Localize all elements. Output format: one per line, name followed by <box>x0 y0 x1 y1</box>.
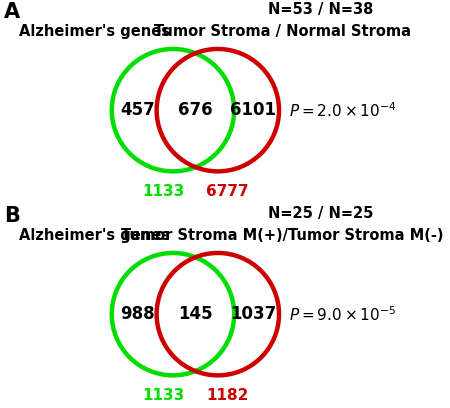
Text: Alzheimer's genes: Alzheimer's genes <box>18 228 170 244</box>
Text: B: B <box>4 206 20 226</box>
Text: 1037: 1037 <box>230 305 276 323</box>
Text: 988: 988 <box>120 305 155 323</box>
Text: Alzheimer's genes: Alzheimer's genes <box>18 24 170 40</box>
Text: N=53 / N=38: N=53 / N=38 <box>268 2 374 17</box>
Text: 676: 676 <box>178 101 213 119</box>
Text: $P = 2.0 \times 10^{-4}$: $P = 2.0 \times 10^{-4}$ <box>289 101 397 120</box>
Text: N=25 / N=25: N=25 / N=25 <box>268 206 374 221</box>
Text: 1182: 1182 <box>206 388 248 403</box>
Text: 457: 457 <box>120 101 155 119</box>
Text: 6777: 6777 <box>206 184 248 199</box>
Text: 1133: 1133 <box>143 184 185 199</box>
Text: $P = 9.0 \times 10^{-5}$: $P = 9.0 \times 10^{-5}$ <box>289 305 396 324</box>
Text: Tumor Stroma M(+)/Tumor Stroma M(-): Tumor Stroma M(+)/Tumor Stroma M(-) <box>121 228 443 244</box>
Text: Tumor Stroma / Normal Stroma: Tumor Stroma / Normal Stroma <box>153 24 411 40</box>
Text: 145: 145 <box>178 305 213 323</box>
Text: 6101: 6101 <box>230 101 276 119</box>
Text: 1133: 1133 <box>143 388 185 403</box>
Text: A: A <box>4 2 20 22</box>
